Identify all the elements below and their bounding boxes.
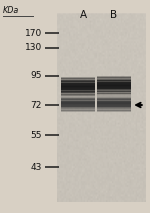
Bar: [61, 101, 95, 106]
Bar: [61, 109, 95, 111]
Text: 95: 95: [30, 71, 42, 80]
Bar: [97, 93, 131, 95]
Bar: [57, 14, 146, 202]
Bar: [61, 97, 95, 99]
Bar: [97, 82, 131, 84]
Bar: [61, 106, 95, 108]
Bar: [61, 99, 95, 101]
Bar: [61, 80, 95, 82]
Bar: [61, 92, 95, 95]
Bar: [61, 95, 95, 97]
Bar: [97, 98, 131, 100]
Bar: [97, 97, 131, 99]
Bar: [61, 85, 95, 87]
Bar: [97, 85, 131, 87]
Bar: [97, 91, 131, 94]
Bar: [97, 90, 131, 92]
Bar: [97, 83, 131, 88]
Bar: [61, 102, 95, 104]
Bar: [61, 108, 95, 109]
Bar: [97, 88, 131, 91]
Bar: [97, 76, 131, 78]
Text: 170: 170: [25, 29, 42, 37]
Bar: [97, 106, 131, 108]
Text: 130: 130: [25, 43, 42, 52]
Bar: [61, 78, 95, 81]
Bar: [97, 99, 131, 101]
Bar: [97, 80, 131, 83]
Bar: [61, 105, 95, 107]
Bar: [97, 102, 131, 104]
Bar: [97, 87, 131, 89]
Bar: [61, 77, 95, 79]
Bar: [97, 109, 131, 111]
Text: 72: 72: [31, 101, 42, 110]
Bar: [97, 105, 131, 107]
Text: 55: 55: [30, 131, 42, 140]
Bar: [97, 79, 131, 81]
Bar: [97, 77, 131, 79]
Bar: [61, 110, 95, 112]
Text: B: B: [110, 10, 117, 20]
Bar: [97, 110, 131, 112]
Bar: [61, 91, 95, 93]
Bar: [97, 101, 131, 103]
Bar: [61, 88, 95, 90]
Bar: [61, 104, 95, 105]
Bar: [61, 94, 95, 96]
Bar: [97, 101, 131, 106]
Text: A: A: [80, 10, 87, 20]
Bar: [97, 83, 131, 86]
Text: 43: 43: [31, 163, 42, 172]
Bar: [61, 81, 95, 84]
Bar: [97, 95, 131, 97]
Bar: [97, 108, 131, 109]
Bar: [61, 86, 95, 88]
Bar: [61, 89, 95, 92]
Bar: [61, 84, 95, 89]
Text: KDa: KDa: [3, 6, 19, 15]
Bar: [97, 104, 131, 105]
Bar: [61, 101, 95, 103]
Bar: [61, 98, 95, 100]
Bar: [61, 83, 95, 85]
